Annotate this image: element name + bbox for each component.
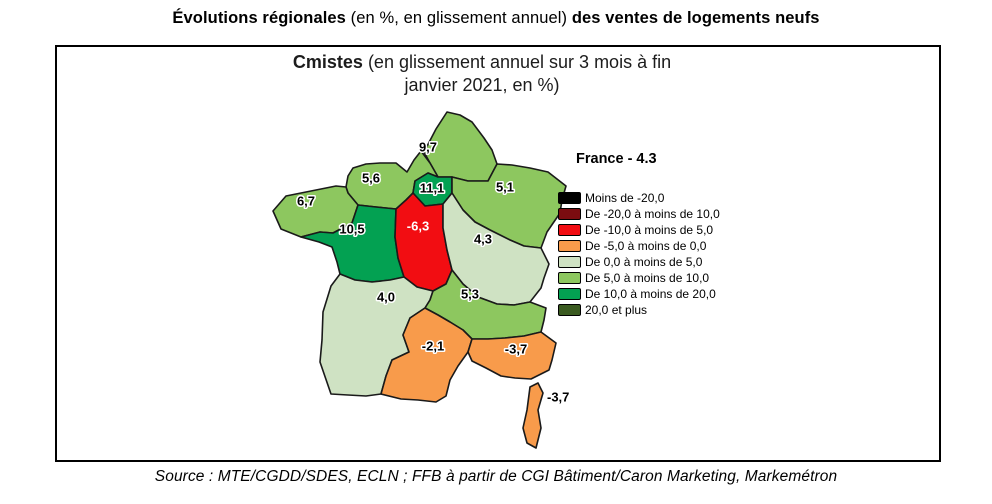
region-value-hauts-de-france: 9,7 bbox=[419, 140, 437, 155]
figure-title-lead: Évolutions régionales bbox=[172, 9, 346, 27]
legend-swatch bbox=[558, 256, 581, 268]
legend-label: Moins de -20,0 bbox=[585, 191, 665, 205]
region-value-grand-est: 5,1 bbox=[496, 180, 514, 195]
region-value-normandie: 5,6 bbox=[362, 171, 380, 186]
region-occitanie bbox=[380, 307, 473, 403]
legend-row: De -10,0 à moins de 5,0 bbox=[558, 224, 720, 236]
france-total-label: France - 4.3 bbox=[576, 151, 657, 167]
region-value-bretagne: 6,7 bbox=[297, 194, 315, 209]
region-provence-alpes-cote-d-azur bbox=[467, 331, 557, 380]
region-value-provence-alpes-cote-d-azur: -3,7 bbox=[505, 342, 527, 357]
map-legend: Moins de -20,0 De -20,0 à moins de 10,0 De… bbox=[558, 192, 720, 320]
region-value-nouvelle-aquitaine: 4,0 bbox=[377, 290, 395, 305]
region-corse bbox=[522, 382, 544, 449]
region-value-bourgogne-franche-comte: 4,3 bbox=[474, 232, 492, 247]
legend-swatch bbox=[558, 240, 581, 252]
legend-label: 20,0 et plus bbox=[585, 303, 648, 317]
region-value-corse: -3,7 bbox=[547, 390, 569, 405]
legend-swatch bbox=[558, 192, 581, 204]
region-value-pays-de-la-loire: 10,5 bbox=[339, 222, 364, 237]
legend-label: De -20,0 à moins de 10,0 bbox=[585, 207, 720, 221]
region-value-ile-de-france: 11,1 bbox=[420, 181, 445, 196]
figure-title: Évolutions régionales (en %, en glisseme… bbox=[0, 9, 992, 28]
map-subtitle: Cmistes (en glissement annuel sur 3 mois… bbox=[288, 51, 676, 97]
figure-title-tail: des ventes de logements neufs bbox=[571, 9, 820, 27]
legend-swatch bbox=[558, 272, 581, 284]
region-value-auvergne-rhone-alpes: 5,3 bbox=[461, 287, 479, 302]
legend-label: De 5,0 à moins de 10,0 bbox=[585, 271, 710, 285]
figure-title-middle: (en %, en glissement annuel) bbox=[345, 9, 572, 27]
legend-swatch bbox=[558, 208, 581, 220]
legend-swatch bbox=[558, 304, 581, 316]
legend-row: De -5,0 à moins de 0,0 bbox=[558, 240, 720, 252]
region-value-centre-val-de-loire: -6,3 bbox=[407, 219, 429, 234]
source-note: Source : MTE/CGDD/SDES, ECLN ; FFB à par… bbox=[154, 468, 838, 485]
france-choropleth-map: 9,7 5,6 11,1 5,1 6,7 10,5 -6,3 4,3 4,0 5,3 -2,1 -3,… bbox=[272, 111, 571, 449]
legend-swatch bbox=[558, 288, 581, 300]
legend-row: De 0,0 à moins de 5,0 bbox=[558, 256, 720, 268]
legend-label: De -5,0 à moins de 0,0 bbox=[585, 239, 707, 253]
map-subtitle-bold: Cmistes bbox=[292, 52, 363, 72]
legend-swatch bbox=[558, 224, 581, 236]
map-subtitle-rest: (en glissement annuel sur 3 mois à fin j… bbox=[362, 52, 672, 95]
region-value-occitanie: -2,1 bbox=[422, 339, 444, 354]
legend-label: De 10,0 à moins de 20,0 bbox=[585, 287, 716, 301]
legend-row: De -20,0 à moins de 10,0 bbox=[558, 208, 720, 220]
legend-row: De 10,0 à moins de 20,0 bbox=[558, 288, 720, 300]
legend-row: Moins de -20,0 bbox=[558, 192, 720, 204]
legend-label: De 0,0 à moins de 5,0 bbox=[585, 255, 703, 269]
legend-row: De 5,0 à moins de 10,0 bbox=[558, 272, 720, 284]
legend-label: De -10,0 à moins de 5,0 bbox=[585, 223, 714, 237]
legend-row: 20,0 et plus bbox=[558, 304, 720, 316]
